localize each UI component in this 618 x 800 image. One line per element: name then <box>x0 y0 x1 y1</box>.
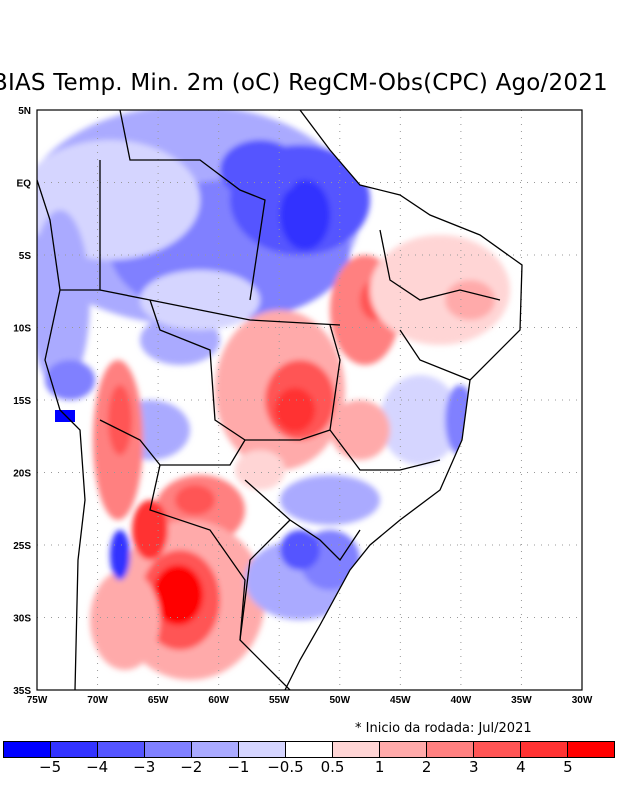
y-tick-label: 35S <box>13 686 31 697</box>
bias-contour-region <box>108 385 132 455</box>
x-tick-label: 30W <box>572 695 593 706</box>
x-tick-label: 40W <box>451 695 472 706</box>
x-tick-label: 65W <box>148 695 169 706</box>
bias-contour-region <box>37 210 90 390</box>
run-start-note: * Inicio da rodada: Jul/2021 <box>355 721 532 736</box>
colorbar <box>3 741 615 758</box>
map-frame <box>36 109 583 691</box>
colorbar-bin <box>427 742 474 757</box>
y-tick-label: 25S <box>13 541 31 552</box>
colorbar-bin <box>239 742 286 757</box>
bias-contour-region <box>132 500 168 560</box>
colorbar-bin <box>568 742 614 757</box>
y-tick-label: 20S <box>13 469 31 480</box>
x-tick-label: 55W <box>269 695 290 706</box>
colorbar-bin <box>521 742 568 757</box>
y-tick-label: 5S <box>19 251 32 262</box>
colorbar-bin <box>51 742 98 757</box>
colorbar-label: 2 <box>421 758 432 776</box>
boundary-line <box>379 229 501 301</box>
bias-contour-region <box>110 530 130 580</box>
y-tick-label: EQ <box>17 179 32 190</box>
colorbar-bin <box>474 742 521 757</box>
bias-field <box>37 110 582 690</box>
y-tick-label: 30S <box>13 614 31 625</box>
bias-contour-region <box>140 270 260 330</box>
colorbar-bin <box>333 742 380 757</box>
colorbar-label: −5 <box>39 758 62 776</box>
x-tick-label: 35W <box>511 695 532 706</box>
colorbar-bin <box>192 742 239 757</box>
bias-contour-region <box>280 530 320 570</box>
colorbar-label: −0.5 <box>267 758 304 776</box>
country-borders <box>37 110 523 690</box>
colorbar-bin <box>286 742 333 757</box>
colorbar-bin <box>98 742 145 757</box>
boundary-line <box>244 479 361 562</box>
colorbar-bin <box>4 742 51 757</box>
bias-contour-region <box>220 140 300 200</box>
colorbar-label: 1 <box>374 758 385 776</box>
boundary-line <box>149 464 246 641</box>
boundary-line <box>329 324 441 471</box>
boundary-line <box>399 329 471 381</box>
bias-contour-region <box>280 180 330 250</box>
colorbar-label: 0.5 <box>320 758 345 776</box>
boundary-line <box>149 299 331 441</box>
colorbar-label: −2 <box>180 758 203 776</box>
bias-contour-region <box>280 475 380 525</box>
colorbar-bin <box>380 742 427 757</box>
colorbar-bin <box>145 742 192 757</box>
bias-contour-region <box>175 485 215 515</box>
colorbar-label: 5 <box>563 758 573 776</box>
bias-contour-region <box>275 388 315 432</box>
axis-ticks: 75W 70W 65W 60W 55W 50W 45W 40W 35W 30W 5N EQ 5S 10S 1… <box>13 106 593 706</box>
bias-contour-region <box>45 360 95 400</box>
boundary-line <box>37 179 86 690</box>
x-tick-label: 45W <box>390 695 411 706</box>
x-tick-label: 70W <box>87 695 108 706</box>
bias-contour-region <box>330 400 390 460</box>
bias-contour-region <box>445 280 495 320</box>
x-tick-label: 60W <box>208 695 229 706</box>
grid-lines <box>37 110 582 690</box>
boundary-line <box>99 289 341 326</box>
y-tick-label: 10S <box>13 324 31 335</box>
boundary-line <box>119 110 266 301</box>
x-tick-label: 75W <box>27 695 48 706</box>
colorbar-label: 4 <box>516 758 526 776</box>
x-tick-label: 50W <box>329 695 350 706</box>
y-tick-label: 5N <box>18 106 31 117</box>
map-title: BIAS Temp. Min. 2m (oC) RegCM-Obs(CPC) A… <box>0 70 608 96</box>
colorbar-label: 3 <box>468 758 479 776</box>
colorbar-label: −4 <box>86 758 109 776</box>
boundary-line <box>239 519 291 690</box>
colorbar-label: −3 <box>133 758 156 776</box>
bias-contour-region <box>90 570 160 670</box>
bias-contour-region <box>235 450 285 490</box>
bias-contour-region <box>153 565 203 625</box>
colorbar-label: −1 <box>227 758 250 776</box>
y-tick-label: 15S <box>13 396 31 407</box>
